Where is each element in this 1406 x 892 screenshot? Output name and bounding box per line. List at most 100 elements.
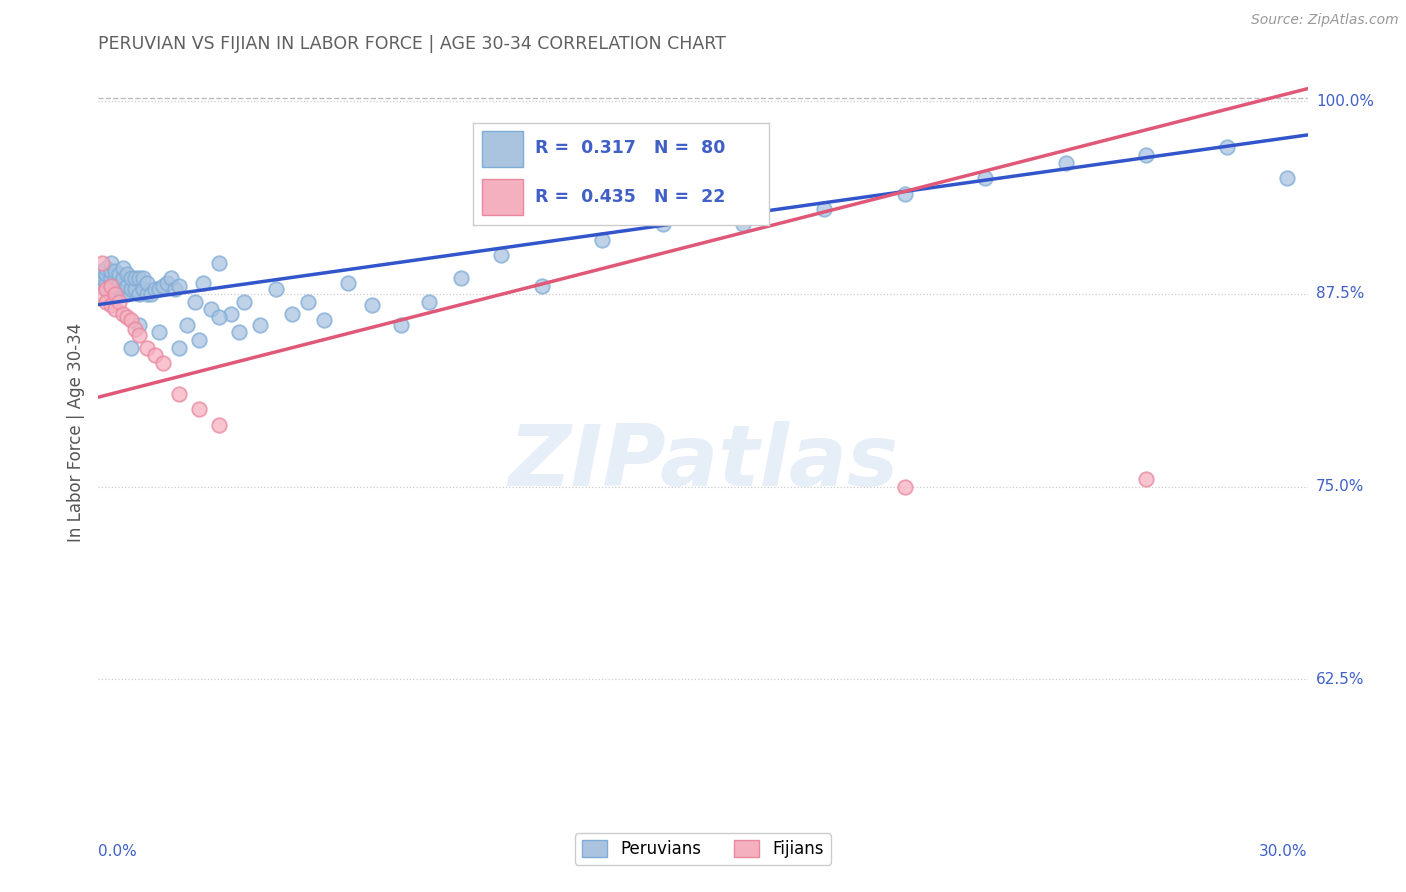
Point bbox=[160, 271, 183, 285]
Point bbox=[228, 326, 250, 340]
Point bbox=[120, 313, 142, 327]
Point bbox=[103, 263, 125, 277]
Point bbox=[120, 271, 142, 285]
Point bbox=[100, 279, 122, 293]
Legend: Peruvians, Fijians: Peruvians, Fijians bbox=[575, 833, 831, 865]
FancyBboxPatch shape bbox=[482, 131, 523, 167]
Point bbox=[530, 279, 553, 293]
Point bbox=[167, 341, 190, 355]
Point bbox=[100, 271, 122, 285]
Text: 100.0%: 100.0% bbox=[1316, 94, 1374, 109]
Point bbox=[111, 307, 134, 321]
Point bbox=[103, 302, 125, 317]
Point bbox=[91, 279, 114, 293]
Point bbox=[152, 279, 174, 293]
Point bbox=[115, 267, 138, 281]
Point bbox=[167, 387, 190, 401]
Point bbox=[389, 318, 412, 332]
Point bbox=[100, 286, 122, 301]
Point bbox=[120, 341, 142, 355]
Text: 87.5%: 87.5% bbox=[1316, 286, 1364, 301]
Point bbox=[128, 286, 150, 301]
Point bbox=[91, 271, 114, 285]
Text: 62.5%: 62.5% bbox=[1316, 672, 1364, 687]
Point bbox=[132, 271, 155, 285]
Point bbox=[100, 297, 122, 311]
Point bbox=[128, 318, 150, 332]
Point bbox=[132, 282, 155, 296]
Point bbox=[96, 282, 118, 296]
Point bbox=[208, 256, 231, 270]
Point bbox=[107, 267, 129, 281]
Point bbox=[111, 271, 134, 285]
Point bbox=[264, 282, 287, 296]
Point bbox=[1135, 472, 1157, 486]
Point bbox=[107, 294, 129, 309]
Point bbox=[418, 294, 440, 309]
Point bbox=[139, 286, 162, 301]
Point bbox=[128, 271, 150, 285]
Point bbox=[111, 286, 134, 301]
Point bbox=[208, 417, 231, 432]
Text: R =  0.435   N =  22: R = 0.435 N = 22 bbox=[536, 187, 725, 205]
Text: PERUVIAN VS FIJIAN IN LABOR FORCE | AGE 30-34 CORRELATION CHART: PERUVIAN VS FIJIAN IN LABOR FORCE | AGE … bbox=[98, 35, 727, 53]
Point bbox=[124, 282, 146, 296]
Point bbox=[188, 402, 211, 417]
Point bbox=[143, 282, 166, 296]
Text: 30.0%: 30.0% bbox=[1260, 844, 1308, 858]
Point bbox=[100, 279, 122, 293]
Point bbox=[1216, 140, 1239, 154]
Text: ZIPatlas: ZIPatlas bbox=[508, 421, 898, 504]
Point bbox=[1135, 148, 1157, 162]
Point bbox=[107, 276, 129, 290]
Point bbox=[450, 271, 472, 285]
Point bbox=[281, 307, 304, 321]
Point bbox=[152, 356, 174, 370]
Point bbox=[115, 279, 138, 293]
Point bbox=[893, 480, 915, 494]
Point bbox=[361, 297, 384, 311]
Point bbox=[111, 260, 134, 275]
Point bbox=[96, 267, 118, 281]
Point bbox=[733, 218, 755, 232]
Point bbox=[491, 248, 513, 262]
Point bbox=[200, 302, 222, 317]
Point bbox=[167, 279, 190, 293]
Point bbox=[974, 171, 997, 186]
Text: R =  0.317   N =  80: R = 0.317 N = 80 bbox=[536, 139, 725, 157]
Point bbox=[337, 276, 360, 290]
Text: 0.0%: 0.0% bbox=[98, 844, 138, 858]
Point bbox=[184, 294, 207, 309]
Point bbox=[249, 318, 271, 332]
Point bbox=[314, 313, 336, 327]
Point bbox=[591, 233, 613, 247]
Point bbox=[96, 260, 118, 275]
Point bbox=[232, 294, 254, 309]
Point bbox=[124, 322, 146, 336]
Point bbox=[143, 349, 166, 363]
Point bbox=[120, 282, 142, 296]
Point bbox=[91, 286, 114, 301]
Point bbox=[100, 256, 122, 270]
Y-axis label: In Labor Force | Age 30-34: In Labor Force | Age 30-34 bbox=[66, 323, 84, 542]
Point bbox=[115, 286, 138, 301]
Point bbox=[135, 286, 157, 301]
Point bbox=[176, 318, 198, 332]
Point bbox=[107, 282, 129, 296]
FancyBboxPatch shape bbox=[482, 179, 523, 215]
Point bbox=[100, 263, 122, 277]
Point bbox=[651, 218, 673, 232]
Point bbox=[893, 186, 915, 201]
Point bbox=[115, 310, 138, 324]
Point bbox=[91, 263, 114, 277]
Text: 75.0%: 75.0% bbox=[1316, 479, 1364, 494]
Point bbox=[96, 276, 118, 290]
Point bbox=[96, 294, 118, 309]
Point bbox=[96, 282, 118, 296]
Point bbox=[103, 286, 125, 301]
Point bbox=[221, 307, 243, 321]
Point bbox=[813, 202, 835, 216]
Text: Source: ZipAtlas.com: Source: ZipAtlas.com bbox=[1251, 13, 1399, 28]
Point bbox=[128, 328, 150, 343]
Point bbox=[103, 286, 125, 301]
